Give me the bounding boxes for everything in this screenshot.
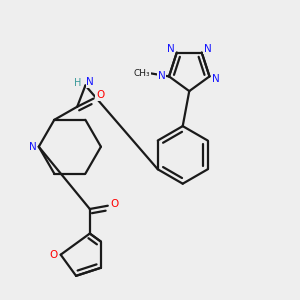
Text: N: N: [167, 44, 175, 54]
Text: O: O: [50, 250, 58, 260]
Text: N: N: [212, 74, 220, 84]
Text: O: O: [111, 199, 119, 209]
Text: O: O: [96, 90, 104, 100]
Text: N: N: [29, 142, 37, 152]
Text: N: N: [86, 77, 94, 87]
Text: N: N: [158, 71, 166, 81]
Text: N: N: [204, 44, 212, 54]
Text: CH₃: CH₃: [134, 69, 151, 78]
Text: H: H: [74, 78, 81, 88]
